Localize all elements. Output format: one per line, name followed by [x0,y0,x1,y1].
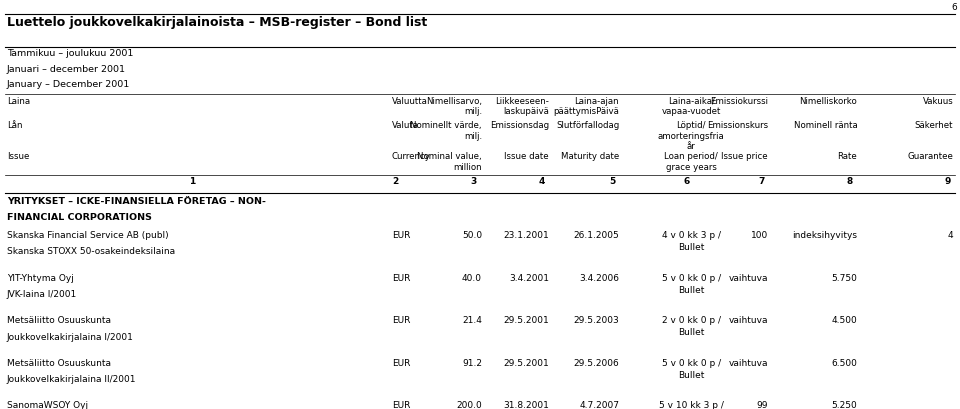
Text: Skanska Financial Service AB (publ): Skanska Financial Service AB (publ) [7,231,168,240]
Text: Issue date: Issue date [505,152,549,161]
Text: Guarantee: Guarantee [907,152,953,161]
Text: EUR: EUR [392,231,410,240]
Text: Loan period/
grace years: Loan period/ grace years [664,152,718,171]
Text: January – December 2001: January – December 2001 [7,80,130,89]
Text: EUR: EUR [392,274,410,283]
Text: 21.4: 21.4 [462,316,482,325]
Text: Löptid/
amorteringsfria
år: Löptid/ amorteringsfria år [658,121,725,151]
Text: 31.8.2001: 31.8.2001 [503,401,549,409]
Text: 1: 1 [189,177,195,186]
Text: 23.1.2001: 23.1.2001 [503,231,549,240]
Text: Emissionskurs: Emissionskurs [707,121,768,130]
Text: vaihtuva: vaihtuva [729,316,768,325]
Text: 6: 6 [683,177,689,186]
Text: Bullet: Bullet [678,328,705,337]
Text: 4.7.2007: 4.7.2007 [579,401,619,409]
Text: Nominal value,
million: Nominal value, million [418,152,482,171]
Text: Liikkeeseen-
laskupäivä: Liikkeeseen- laskupäivä [495,97,549,116]
Text: 3.4.2001: 3.4.2001 [509,274,549,283]
Text: 4 v 0 kk 3 p /: 4 v 0 kk 3 p / [661,231,721,240]
Text: Säkerhet: Säkerhet [915,121,953,130]
Text: YRITYKSET – ICKE-FINANSIELLA FÖRETAG – NON-: YRITYKSET – ICKE-FINANSIELLA FÖRETAG – N… [7,197,266,206]
Text: EUR: EUR [392,401,410,409]
Text: 4: 4 [539,177,545,186]
Text: Valuutta: Valuutta [392,97,427,106]
Text: Nimellisarvo,
milj.: Nimellisarvo, milj. [426,97,482,116]
Text: Nominellt värde,
milj.: Nominellt värde, milj. [411,121,482,141]
Text: FINANCIAL CORPORATIONS: FINANCIAL CORPORATIONS [7,213,152,222]
Text: Metsäliitto Osuuskunta: Metsäliitto Osuuskunta [7,316,110,325]
Text: EUR: EUR [392,359,410,368]
Text: 5: 5 [609,177,615,186]
Text: indeksihyvitys: indeksihyvitys [792,231,857,240]
Text: Lån: Lån [7,121,22,130]
Text: 29.5.2001: 29.5.2001 [503,359,549,368]
Text: 3.4.2006: 3.4.2006 [579,274,619,283]
Text: Currency: Currency [392,152,430,161]
Text: Bullet: Bullet [678,286,705,295]
Text: 6: 6 [951,3,957,12]
Text: 40.0: 40.0 [462,274,482,283]
Text: 50.0: 50.0 [462,231,482,240]
Text: 5 v 0 kk 0 p /: 5 v 0 kk 0 p / [661,359,721,368]
Text: YIT-Yhtyma Oyj: YIT-Yhtyma Oyj [7,274,74,283]
Text: 5.250: 5.250 [831,401,857,409]
Text: 91.2: 91.2 [462,359,482,368]
Text: Issue: Issue [7,152,29,161]
Text: Tammikuu – joulukuu 2001: Tammikuu – joulukuu 2001 [7,49,133,58]
Text: Luettelo joukkovelkakirjalainoista – MSB-register – Bond list: Luettelo joukkovelkakirjalainoista – MSB… [7,16,427,29]
Text: 8: 8 [846,177,852,186]
Text: Bullet: Bullet [678,371,705,380]
Text: 100: 100 [751,231,768,240]
Text: 29.5.2003: 29.5.2003 [573,316,619,325]
Text: 3: 3 [470,177,477,186]
Text: 200.0: 200.0 [456,401,482,409]
Text: Laina-ajan
päättymisPäivä: Laina-ajan päättymisPäivä [553,97,619,116]
Text: Emissiokurssi: Emissiokurssi [710,97,768,106]
Text: Januari – december 2001: Januari – december 2001 [7,65,126,74]
Text: EUR: EUR [392,316,410,325]
Text: 6.500: 6.500 [831,359,857,368]
Text: JVK-laina I/2001: JVK-laina I/2001 [7,290,77,299]
Text: Laina: Laina [7,97,30,106]
Text: vaihtuva: vaihtuva [729,274,768,283]
Text: 5 v 0 kk 0 p /: 5 v 0 kk 0 p / [661,274,721,283]
Text: Joukkovelkakirjalaina II/2001: Joukkovelkakirjalaina II/2001 [7,375,136,384]
Text: 7: 7 [758,177,765,186]
Text: 4.500: 4.500 [831,316,857,325]
Text: 5.750: 5.750 [831,274,857,283]
Text: Slutförfallodag: Slutförfallodag [556,121,619,130]
Text: 99: 99 [756,401,768,409]
Text: 9: 9 [944,177,950,186]
Text: 2 v 0 kk 0 p /: 2 v 0 kk 0 p / [661,316,721,325]
Text: Skanska STOXX 50-osakeindeksilaina: Skanska STOXX 50-osakeindeksilaina [7,247,175,256]
Text: 5 v 10 kk 3 p /: 5 v 10 kk 3 p / [659,401,724,409]
Text: Nominell ränta: Nominell ränta [794,121,857,130]
Text: Nimelliskorko: Nimelliskorko [800,97,857,106]
Text: 2: 2 [392,177,398,186]
Text: Rate: Rate [837,152,857,161]
Text: Maturity date: Maturity date [561,152,619,161]
Text: vaihtuva: vaihtuva [729,359,768,368]
Text: 4: 4 [948,231,953,240]
Text: Joukkovelkakirjalaina I/2001: Joukkovelkakirjalaina I/2001 [7,333,133,342]
Text: Emissionsdag: Emissionsdag [490,121,549,130]
Text: Vakuus: Vakuus [923,97,953,106]
Text: 29.5.2006: 29.5.2006 [573,359,619,368]
Text: Metsäliitto Osuuskunta: Metsäliitto Osuuskunta [7,359,110,368]
Text: 29.5.2001: 29.5.2001 [503,316,549,325]
Text: Bullet: Bullet [678,243,705,252]
Text: Issue price: Issue price [721,152,768,161]
Text: SanomaWSOY Oyj: SanomaWSOY Oyj [7,401,88,409]
Text: Laina-aika/
vapaa-vuodet: Laina-aika/ vapaa-vuodet [661,97,721,116]
Text: 26.1.2005: 26.1.2005 [573,231,619,240]
Text: Valuta: Valuta [392,121,419,130]
